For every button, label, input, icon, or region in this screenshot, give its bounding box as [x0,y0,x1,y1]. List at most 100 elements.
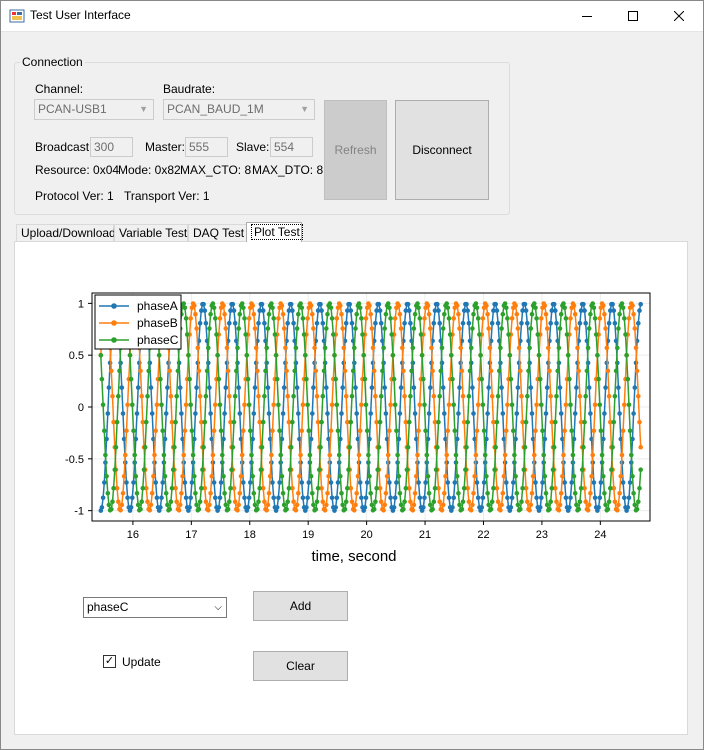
variable-select[interactable]: phaseC ⌵ [83,597,227,618]
data-point [139,393,144,399]
update-checkbox[interactable]: ✓ [103,655,116,668]
data-point [345,308,350,313]
data-point [186,352,191,358]
data-point [632,385,638,390]
data-point [445,480,451,485]
tab-variable-test[interactable]: Variable Test [114,224,188,241]
data-point [499,385,504,390]
data-point [544,502,550,508]
legend-label-phaseB: phaseB [137,316,178,330]
data-point [497,368,502,374]
broadcast-field[interactable]: 300 [90,137,133,157]
data-point [371,506,377,512]
data-point [417,402,423,408]
data-point [383,491,389,496]
phase-plot: 16 17 18 19 20 21 22 23 24 1 0.5 0 -0.5 -1 time, secon… [65,292,651,565]
minimize-button[interactable] [564,0,610,31]
data-point [324,326,329,331]
data-point [246,402,252,408]
data-point [458,345,464,351]
data-point [315,308,321,313]
data-point [187,505,192,510]
data-point [619,452,625,458]
data-point [149,491,155,496]
data-point [577,393,583,399]
data-point [232,320,238,326]
tab-plot-test[interactable]: Plot Test [246,222,303,242]
data-point [585,508,591,513]
close-button[interactable] [656,0,702,31]
data-point [598,428,604,433]
data-point [436,419,441,425]
data-point [311,385,316,390]
tab-upload-download[interactable]: Upload/Download [16,224,116,241]
data-point [140,419,146,425]
data-point [192,436,197,442]
data-point [180,474,185,479]
disconnect-button[interactable]: Disconnect [395,100,489,200]
data-point [553,308,558,313]
add-button[interactable]: Add [253,591,348,621]
data-point [340,326,346,331]
data-point [419,352,425,358]
data-point [599,452,605,458]
data-point [169,485,175,491]
data-point [612,320,618,326]
resource-text: Resource: 0x04 [35,163,120,177]
data-point [515,502,521,508]
baudrate-select[interactable]: PCAN_BAUD_1M ▼ [163,99,315,120]
channel-select[interactable]: PCAN-USB1 ▼ [34,99,154,120]
data-point [169,419,175,425]
data-point [98,352,104,358]
clear-button[interactable]: Clear [253,651,348,681]
data-point [451,316,457,321]
data-point [449,352,454,358]
data-point [397,411,403,416]
data-point [388,402,393,408]
data-point [528,385,534,390]
refresh-button[interactable]: Refresh [324,100,387,200]
data-point [501,474,507,479]
data-point [313,368,319,374]
master-field[interactable]: 555 [185,137,228,157]
data-point [206,345,211,351]
data-point [257,485,262,491]
data-point [124,428,129,433]
data-point [138,506,143,512]
data-point [269,452,274,458]
data-point [135,385,141,390]
data-point [224,345,230,351]
data-point [511,480,516,485]
data-point [290,308,295,313]
data-point [370,345,376,351]
master-label: Master: [145,140,186,154]
data-point [378,393,384,399]
data-point [343,499,349,504]
data-point [336,452,342,458]
data-point [484,303,489,308]
data-point [348,308,354,313]
data-point [145,499,150,504]
data-point [425,474,431,479]
data-point [456,311,461,317]
slave-field[interactable]: 554 [270,137,313,157]
data-point [318,444,323,450]
data-point [335,428,341,433]
tab-daq-test[interactable]: DAQ Test [188,224,247,241]
data-point [632,326,638,331]
maximize-button[interactable] [610,0,656,31]
data-point [403,308,409,313]
data-point [207,385,212,390]
data-point [515,385,521,390]
data-point [564,332,570,337]
data-point [440,385,446,390]
data-point [310,491,315,496]
data-point [235,345,240,351]
data-point [303,352,308,358]
data-point [188,316,193,321]
data-point [588,411,593,416]
data-point [521,467,527,472]
data-point [239,301,245,306]
data-point [239,452,245,458]
data-point [638,467,643,472]
